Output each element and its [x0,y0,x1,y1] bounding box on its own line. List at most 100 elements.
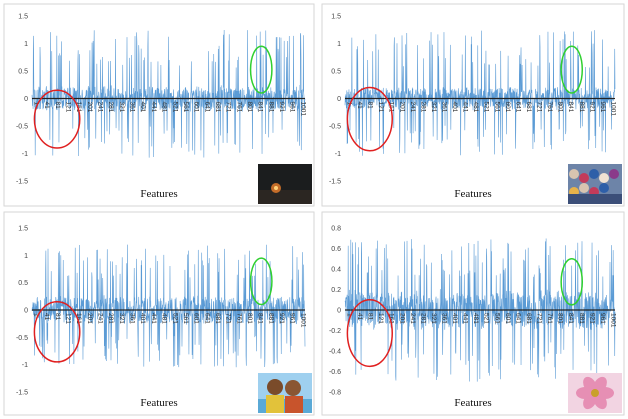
y-tick-label: -1 [22,362,28,369]
x-tick-label: 121 [377,313,384,324]
x-tick-label: 801 [557,313,564,324]
y-tick-label: -0.6 [329,369,341,376]
x-tick-label: 441 [150,313,157,324]
x-tick-label: 961 [289,102,296,113]
chart-panel-top-right: -1.5-1-0.500.511.51 41 81 121 161 201 241 281 32… [321,3,625,207]
x-tick-label: 41 [356,313,363,321]
y-tick-label: 0.2 [331,287,341,294]
green-highlight-ellipse [560,258,584,306]
x-tick-label: 721 [536,313,543,324]
y-tick-label: 1 [24,41,28,48]
red-highlight-ellipse [33,301,81,363]
x-tick-label: 961 [289,313,296,324]
x-tick-label: 161 [75,313,82,324]
x-tick-label: 361 [441,102,448,113]
green-highlight-ellipse [560,45,584,94]
x-tick-label: 121 [65,313,72,324]
x-tick-label: 1001 [299,313,306,328]
y-tick-label: 0 [337,96,341,103]
y-tick-label: -0.5 [329,124,341,131]
x-tick-label: 321 [430,313,437,324]
green-highlight-ellipse [249,257,273,306]
x-tick-label: 281 [419,102,426,113]
x-tick-label: 561 [493,313,500,324]
x-tick-label: 1 [33,313,40,317]
x-axis-label: Features [454,188,491,200]
x-tick-label: 401 [139,102,146,113]
y-tick-label: -1 [22,151,28,158]
y-tick-label: -1.5 [329,179,341,186]
red-highlight-ellipse [346,86,393,152]
x-tick-label: 601 [504,313,511,324]
x-tick-label: 441 [462,102,469,113]
x-tick-label: 81 [54,313,61,321]
y-tick-label: 0.6 [331,246,341,253]
x-tick-label: 401 [139,313,146,324]
feature-series-line [31,244,306,368]
x-tick-label: 841 [567,313,574,324]
x-tick-label: 881 [578,102,585,113]
x-tick-label: 881 [267,102,274,113]
chart-panel-bottom-left: -1.5-1-0.500.511.51 41 81 121 161 201 241 281 32… [3,211,315,416]
y-tick-label: 0 [337,308,341,315]
dark-night-scene-thumbnail [258,164,312,204]
x-tick-label: 281 [107,313,114,324]
y-tick-label: 1 [24,253,28,260]
x-tick-label: 601 [193,102,200,113]
x-tick-label: 1001 [299,102,306,117]
x-tick-label: 201 [398,313,405,324]
x-tick-label: 121 [65,102,72,113]
crowd-scene-thumbnail [568,164,622,204]
x-tick-label: 201 [86,102,93,113]
x-tick-label: 801 [246,313,253,324]
x-tick-label: 681 [214,313,221,324]
x-tick-label: 641 [203,313,210,324]
y-tick-label: 1 [337,41,341,48]
x-tick-label: 441 [462,313,469,324]
y-tick-label: 1.5 [18,226,28,233]
x-tick-label: 41 [356,102,363,110]
x-tick-label: 921 [278,313,285,324]
x-axis-label: Features [140,397,177,409]
y-tick-label: -0.8 [329,390,341,397]
x-tick-label: 921 [588,313,595,324]
chart-panel-top-left: -1.5-1-0.500.511.51 41 81 121 161 201 241 281 32… [3,3,315,207]
x-tick-label: 481 [161,313,168,324]
x-tick-label: 921 [278,102,285,113]
x-tick-label: 601 [504,102,511,113]
y-tick-label: -1.5 [16,179,28,186]
x-tick-label: 881 [267,313,274,324]
x-tick-label: 641 [203,102,210,113]
x-tick-label: 641 [514,102,521,113]
x-tick-label: 1 [346,313,353,317]
x-tick-label: 241 [97,313,104,324]
x-tick-label: 281 [419,313,426,324]
y-tick-label: 1.5 [331,14,341,21]
y-tick-label: -0.4 [329,349,341,356]
y-tick-label: 0 [24,96,28,103]
x-tick-label: 721 [536,102,543,113]
x-tick-label: 481 [161,102,168,113]
x-tick-label: 681 [214,102,221,113]
x-tick-label: 761 [235,102,242,113]
x-tick-label: 1 [33,102,40,106]
x-tick-label: 521 [171,313,178,324]
x-tick-label: 681 [525,102,532,113]
feature-series-line [31,30,306,158]
x-tick-label: 321 [430,102,437,113]
x-axis-label: Features [454,397,491,409]
x-tick-label: 161 [75,102,82,113]
x-tick-label: 721 [225,313,232,324]
x-tick-label: 601 [193,313,200,324]
x-tick-label: 201 [398,102,405,113]
x-tick-label: 361 [441,313,448,324]
x-tick-label: 801 [557,102,564,113]
x-tick-label: 761 [546,102,553,113]
x-tick-label: 241 [97,102,104,113]
x-tick-label: 201 [86,313,93,324]
y-tick-label: 0.8 [331,226,341,233]
x-tick-label: 761 [546,313,553,324]
x-tick-label: 561 [493,102,500,113]
x-tick-label: 561 [182,313,189,324]
